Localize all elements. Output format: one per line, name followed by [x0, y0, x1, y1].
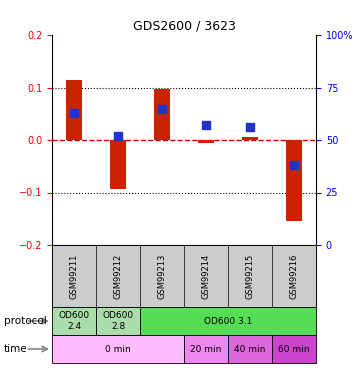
- Text: time: time: [4, 344, 27, 354]
- Bar: [272, 335, 316, 363]
- Text: GSM99215: GSM99215: [245, 254, 255, 298]
- Text: OD600
2.8: OD600 2.8: [103, 311, 134, 331]
- Bar: [286, 140, 302, 221]
- Point: [247, 124, 253, 130]
- Point: [115, 133, 121, 139]
- Text: protocol: protocol: [4, 316, 46, 326]
- Text: GSM99214: GSM99214: [201, 254, 210, 298]
- Bar: [52, 335, 184, 363]
- Bar: [96, 307, 140, 335]
- Text: GSM99212: GSM99212: [113, 254, 122, 298]
- Text: 40 min: 40 min: [234, 345, 266, 354]
- Bar: [140, 307, 316, 335]
- Text: 60 min: 60 min: [278, 345, 310, 354]
- Text: 20 min: 20 min: [190, 345, 222, 354]
- Bar: [184, 335, 228, 363]
- Bar: [66, 80, 82, 140]
- Point: [71, 110, 77, 116]
- Bar: [198, 140, 214, 142]
- Point: [203, 122, 209, 128]
- Point: [159, 105, 165, 111]
- Bar: [228, 335, 272, 363]
- Bar: [154, 89, 170, 140]
- Text: OD600 3.1: OD600 3.1: [204, 316, 252, 326]
- Bar: [52, 307, 96, 335]
- Bar: [110, 140, 126, 189]
- Text: GSM99216: GSM99216: [290, 254, 299, 298]
- Text: OD600
2.4: OD600 2.4: [58, 311, 90, 331]
- Text: 0 min: 0 min: [105, 345, 131, 354]
- Bar: [242, 137, 258, 140]
- Text: GSM99211: GSM99211: [70, 254, 78, 298]
- Title: GDS2600 / 3623: GDS2600 / 3623: [132, 20, 235, 33]
- Text: GSM99213: GSM99213: [157, 254, 166, 298]
- Point: [291, 162, 297, 168]
